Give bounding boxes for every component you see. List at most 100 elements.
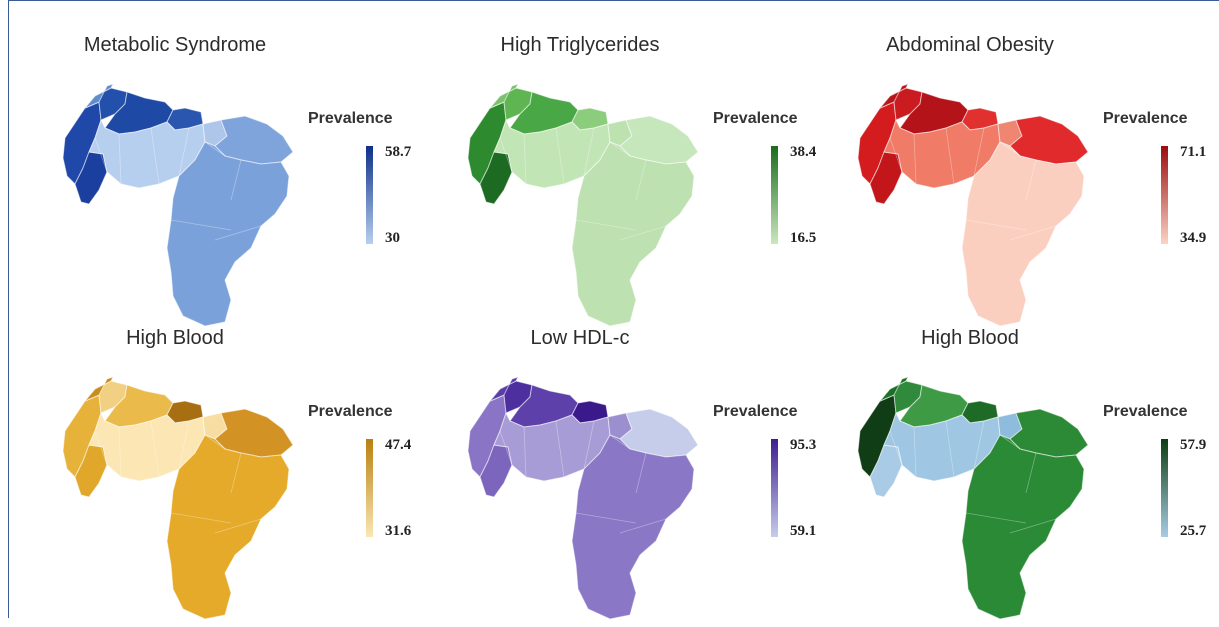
region-border [230, 452, 242, 494]
map-region-far [879, 376, 909, 402]
map-svg [857, 83, 1089, 327]
legend-max-value: 47.4 [385, 437, 412, 453]
region-border [999, 141, 1021, 157]
region-border [555, 420, 565, 478]
map-panel: Low HDL-c Prevalence 95.3 59.1 [445, 327, 845, 627]
legend-color-bar [366, 146, 373, 244]
map-region-far [84, 376, 114, 402]
region-border [913, 133, 917, 185]
choropleth-map [850, 373, 1110, 623]
legend-min-value: 59.1 [790, 523, 817, 539]
region-border [973, 127, 985, 177]
legend-max-value: 57.9 [1180, 437, 1207, 453]
legend-title: Prevalence [1103, 403, 1188, 420]
region-border [635, 159, 647, 201]
region-border [150, 127, 160, 185]
map-svg [62, 83, 294, 327]
legend-min-value: 34.9 [1180, 230, 1207, 246]
region-border [178, 127, 190, 177]
region-border [94, 137, 108, 173]
region-border [170, 512, 232, 524]
region-border [150, 420, 160, 478]
legend-max-value: 95.3 [790, 437, 817, 453]
choropleth-map [55, 373, 315, 623]
legend-title: Prevalence [308, 403, 393, 420]
region-border [973, 420, 985, 470]
legend-title: Prevalence [1103, 110, 1188, 127]
region-border [170, 219, 232, 231]
map-region-far [84, 83, 114, 109]
legend-min-value: 31.6 [385, 523, 412, 539]
choropleth-map [55, 80, 315, 330]
region-border [214, 518, 262, 534]
region-border [214, 225, 262, 241]
region-border [583, 420, 595, 470]
map-region-s1 [961, 434, 1085, 620]
region-border [575, 219, 637, 231]
region-border [945, 420, 955, 478]
map-title: High Triglycerides [500, 34, 660, 56]
legend-max-value: 71.1 [1180, 144, 1207, 160]
region-border [1025, 452, 1037, 494]
map-title: Metabolic Syndrome [83, 34, 267, 56]
region-border [889, 137, 903, 173]
map-panel: Metabolic Syndrome Prevalence 58.7 30 [40, 34, 440, 334]
choropleth-map [460, 80, 720, 330]
map-panel: High Blood Prevalence 57.9 25.7 [835, 327, 1219, 627]
region-border [523, 133, 527, 185]
map-title: Abdominal Obesity [886, 34, 1054, 56]
region-border [499, 137, 513, 173]
map-region-s1 [571, 141, 695, 327]
map-panel: High Triglycerides Prevalence 38.4 16.5 [445, 34, 845, 334]
map-region-s1 [961, 141, 1085, 327]
region-border [523, 426, 527, 478]
region-border [118, 426, 122, 478]
legend-min-value: 30 [385, 230, 400, 246]
legend-color-bar [1161, 439, 1168, 537]
legend-color-bar [1161, 146, 1168, 244]
map-title: Low HDL-c [530, 327, 630, 349]
map-panel: Abdominal Obesity Prevalence 71.1 34.9 [835, 34, 1219, 334]
region-border [913, 426, 917, 478]
map-svg [467, 376, 699, 620]
region-border [499, 430, 513, 466]
region-border [555, 127, 565, 185]
region-border [204, 141, 226, 157]
legend-max-value: 38.4 [790, 144, 817, 160]
legend-color-bar [771, 439, 778, 537]
region-border [1009, 225, 1057, 241]
map-region-far [489, 83, 519, 109]
map-region-s1 [166, 434, 290, 620]
region-border [999, 434, 1021, 450]
choropleth-map [850, 80, 1110, 330]
legend-color-bar [771, 146, 778, 244]
region-border [619, 225, 667, 241]
region-border [118, 133, 122, 185]
legend-title: Prevalence [713, 403, 798, 420]
region-border [945, 127, 955, 185]
region-border [889, 430, 903, 466]
map-svg [857, 376, 1089, 620]
region-border [204, 434, 226, 450]
map-title: High Blood [126, 327, 224, 349]
legend-max-value: 58.7 [385, 144, 412, 160]
map-title: High Blood [921, 327, 1019, 349]
map-region-s1 [571, 434, 695, 620]
choropleth-map [460, 373, 720, 623]
region-border [1009, 518, 1057, 534]
region-border [575, 512, 637, 524]
legend-min-value: 16.5 [790, 230, 817, 246]
region-border [583, 127, 595, 177]
map-svg [467, 83, 699, 327]
map-region-s1 [166, 141, 290, 327]
region-border [178, 420, 190, 470]
map-region-far [879, 83, 909, 109]
region-border [94, 430, 108, 466]
region-border [635, 452, 647, 494]
legend-color-bar [366, 439, 373, 537]
figure-frame [8, 0, 1219, 618]
region-border [965, 512, 1027, 524]
legend-min-value: 25.7 [1180, 523, 1207, 539]
legend-title: Prevalence [308, 110, 393, 127]
region-border [619, 518, 667, 534]
